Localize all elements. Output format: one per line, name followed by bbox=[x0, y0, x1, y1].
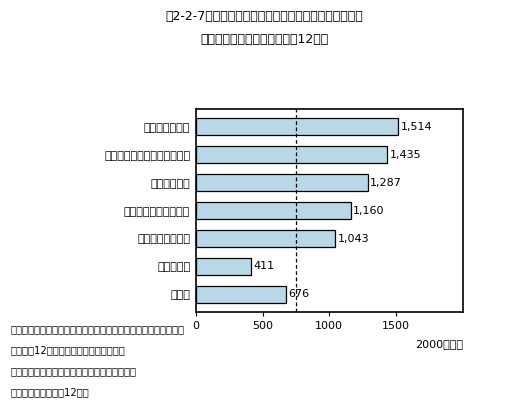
Bar bbox=[196, 174, 368, 191]
Text: 676: 676 bbox=[288, 289, 309, 299]
Bar bbox=[196, 202, 351, 219]
Bar bbox=[196, 230, 335, 247]
Text: 平成12年４月１日現在の値である。: 平成12年４月１日現在の値である。 bbox=[11, 345, 125, 355]
Text: 1,435: 1,435 bbox=[390, 150, 422, 160]
Text: 1,514: 1,514 bbox=[400, 122, 432, 132]
Text: 注）「従業員１万人当たりの研究者数」の従業員及び研究者数は: 注）「従業員１万人当たりの研究者数」の従業員及び研究者数は bbox=[11, 324, 185, 334]
Bar bbox=[196, 286, 286, 303]
Text: 1,043: 1,043 bbox=[338, 233, 369, 243]
Text: 第2-2-7図　会社等における従業員１万人当たりの研究: 第2-2-7図 会社等における従業員１万人当たりの研究 bbox=[166, 10, 363, 23]
Text: 資料：総務省統計局「科学技術研究調査報告」: 資料：総務省統計局「科学技術研究調査報告」 bbox=[11, 366, 136, 376]
Text: （参照：付属資料（12））: （参照：付属資料（12）） bbox=[11, 387, 89, 397]
Text: 411: 411 bbox=[253, 262, 274, 272]
Text: 1,287: 1,287 bbox=[370, 178, 402, 188]
Bar bbox=[196, 118, 398, 135]
Text: 者数（上位５業種）　（平成12年）: 者数（上位５業種） （平成12年） bbox=[200, 33, 329, 46]
Bar bbox=[196, 146, 387, 163]
Text: 2000（人）: 2000（人） bbox=[415, 339, 463, 349]
Text: 1,160: 1,160 bbox=[353, 206, 385, 216]
Bar bbox=[196, 258, 251, 275]
